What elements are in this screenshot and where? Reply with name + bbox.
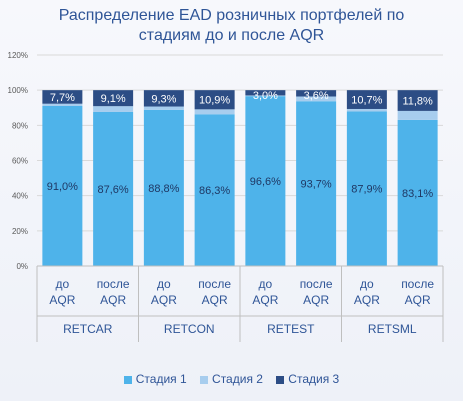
group-label: RETCON (164, 322, 215, 336)
data-label-stage-3: 3,6% (304, 90, 329, 102)
legend-swatch-stage-2 (200, 375, 209, 384)
data-label-stage-1: 86,3% (199, 185, 230, 197)
bar-segment-3 (397, 90, 438, 111)
y-tick-label: 40% (12, 192, 28, 201)
legend-label-stage-1: Стадия 1 (135, 372, 187, 386)
data-label-stage-3: 10,9% (199, 95, 230, 107)
data-label-stage-1: 93,7% (301, 179, 332, 191)
legend-swatch-stage-3 (276, 375, 285, 384)
y-tick-label: 0% (16, 262, 28, 271)
data-label-stage-1: 96,6% (250, 176, 281, 188)
data-label-stage-3: 7,7% (50, 92, 75, 104)
data-label-stage-3: 9,3% (151, 93, 176, 105)
chart-title: Распределение EAD розничных портфелей по… (0, 6, 463, 46)
bar-segment-3 (143, 90, 184, 107)
chart-title-line-1: Распределение EAD розничных портфелей по (58, 7, 405, 24)
data-label-stage-3: 11,8% (402, 96, 433, 108)
y-tick-label: 80% (12, 121, 28, 130)
bar-segment-1 (296, 101, 337, 266)
y-tick-label: 20% (12, 227, 28, 236)
bar-segment-1 (346, 111, 387, 266)
x-tick-label: AQR (202, 293, 228, 307)
legend-label-stage-3: Стадия 3 (288, 372, 340, 386)
bar-segment-2 (143, 106, 184, 110)
x-tick-label: AQR (354, 293, 380, 307)
y-tick-label: 120% (8, 51, 28, 60)
x-tick-label: AQR (252, 293, 278, 307)
bar-segment-1 (194, 114, 235, 267)
x-tick-label: до (157, 277, 171, 291)
x-tick-label: AQR (303, 293, 329, 307)
data-label-stage-3: 10,7% (351, 95, 382, 107)
bar-segment-3 (346, 90, 387, 109)
y-tick-label: 60% (12, 157, 28, 166)
bar-segment-1 (93, 111, 134, 266)
x-tick-label: после (97, 277, 130, 291)
legend-label-stage-2: Стадия 2 (212, 372, 263, 386)
x-tick-label: AQR (151, 293, 177, 307)
data-label-stage-3: 3,0% (253, 90, 278, 102)
bar-segment-1 (143, 109, 184, 266)
bar-segment-1 (245, 96, 286, 267)
x-tick-label: AQR (49, 293, 75, 307)
group-label: RETCAR (63, 322, 113, 336)
bar-segment-2 (93, 106, 134, 112)
group-label: RETEST (267, 322, 315, 336)
x-tick-label: после (300, 277, 333, 291)
group-label: RETSML (368, 322, 417, 336)
x-tick-label: до (259, 277, 273, 291)
bar-segment-3 (93, 90, 134, 107)
data-label-stage-1: 91,0% (47, 181, 78, 193)
bar-segment-1 (397, 119, 438, 266)
bar-segment-2 (346, 108, 387, 112)
bar-segment-3 (245, 90, 286, 96)
bar-segment-3 (42, 90, 83, 104)
x-tick-label: до (360, 277, 374, 291)
bar-segment-2 (42, 103, 83, 106)
x-tick-label: после (401, 277, 434, 291)
bar-segment-2 (397, 110, 438, 120)
chart-title-line-2: стадиям до и после AQR (138, 27, 325, 44)
bar-segment-2 (245, 95, 286, 97)
legend-item-stage-1: Стадия 1 (123, 372, 187, 386)
x-tick-label: AQR (100, 293, 126, 307)
bar-segment-3 (194, 90, 235, 110)
legend-swatch-stage-1 (123, 375, 132, 384)
data-label-stage-1: 87,9% (351, 184, 382, 196)
legend-item-stage-2: Стадия 2 (200, 372, 263, 386)
x-tick-label: до (56, 277, 70, 291)
bar-segment-2 (296, 96, 337, 102)
x-tick-label: после (198, 277, 231, 291)
bar-segment-3 (296, 90, 337, 97)
legend-item-stage-3: Стадия 3 (276, 372, 339, 386)
x-tick-label: AQR (405, 293, 431, 307)
y-tick-label: 100% (8, 86, 28, 95)
legend: Стадия 1 Стадия 2 Стадия 3 (0, 372, 463, 386)
bar-segment-2 (194, 109, 235, 115)
bar-segment-1 (42, 105, 83, 266)
data-label-stage-1: 83,1% (402, 188, 433, 200)
data-label-stage-1: 87,6% (98, 184, 129, 196)
data-label-stage-3: 9,1% (101, 93, 126, 105)
data-label-stage-1: 88,8% (148, 183, 179, 195)
